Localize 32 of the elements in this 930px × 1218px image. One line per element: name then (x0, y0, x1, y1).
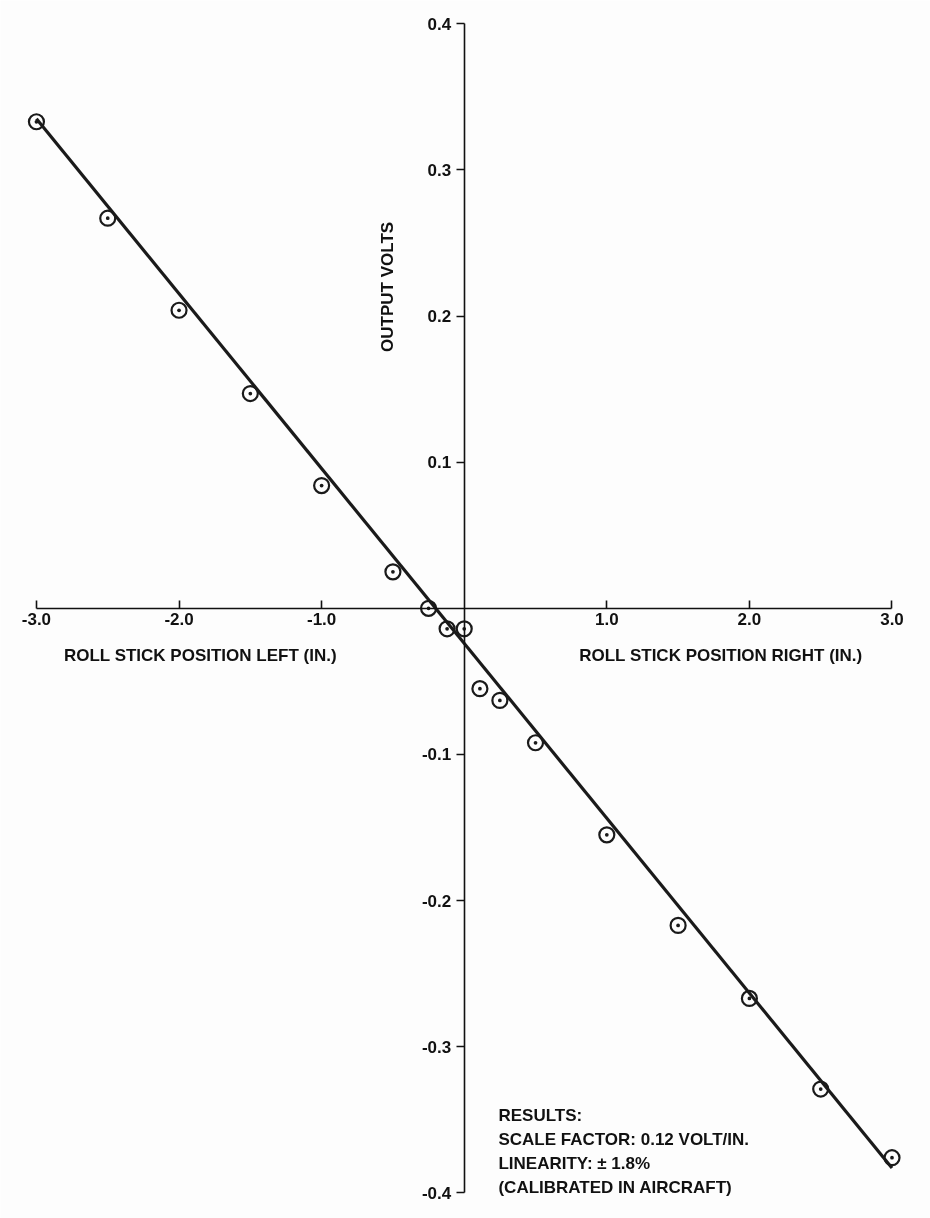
annotation: LINEARITY: ± 1.8% (498, 1153, 651, 1173)
point (471, 680, 489, 698)
point (99, 209, 117, 227)
y-tick-label: 0.2 (427, 307, 452, 327)
point (491, 691, 509, 709)
annotation: RESULTS: (498, 1105, 583, 1125)
y-tick-label: 0.1 (427, 453, 452, 473)
point (170, 301, 188, 319)
point (384, 563, 402, 581)
y-tick-label: 0.4 (427, 14, 452, 34)
x-axis-title: ROLL STICK POSITION LEFT (IN.) (63, 646, 337, 666)
y-tick-label: -0.3 (421, 1037, 452, 1057)
point (313, 477, 331, 495)
point (526, 734, 545, 752)
y-tick-label: -0.4 (421, 1183, 452, 1203)
point (598, 826, 616, 844)
x-tick-label: 1.0 (594, 610, 619, 630)
annotation: ROLL STICK POSITION RIGHT (IN.) (579, 646, 863, 666)
x-tick-label: 2.0 (737, 610, 762, 630)
y-tick-label: -0.1 (421, 745, 452, 765)
y-tick-label: -0.2 (421, 891, 452, 911)
x-tick-label: -2.0 (164, 610, 194, 630)
y-axis-title: OUTPUT VOLTS (377, 221, 397, 352)
point (241, 384, 259, 403)
annotation: SCALE FACTOR: 0.12 VOLT/IN. (498, 1129, 750, 1149)
y-tick-label: 0.3 (427, 160, 452, 180)
x-tick-label: -1.0 (306, 610, 337, 630)
x-tick-label: 3.0 (880, 610, 904, 630)
x-tick-label: -3.0 (21, 610, 52, 630)
point (669, 916, 687, 934)
annotation: (CALIBRATED IN AIRCRAFT) (498, 1177, 732, 1197)
point (455, 620, 473, 638)
